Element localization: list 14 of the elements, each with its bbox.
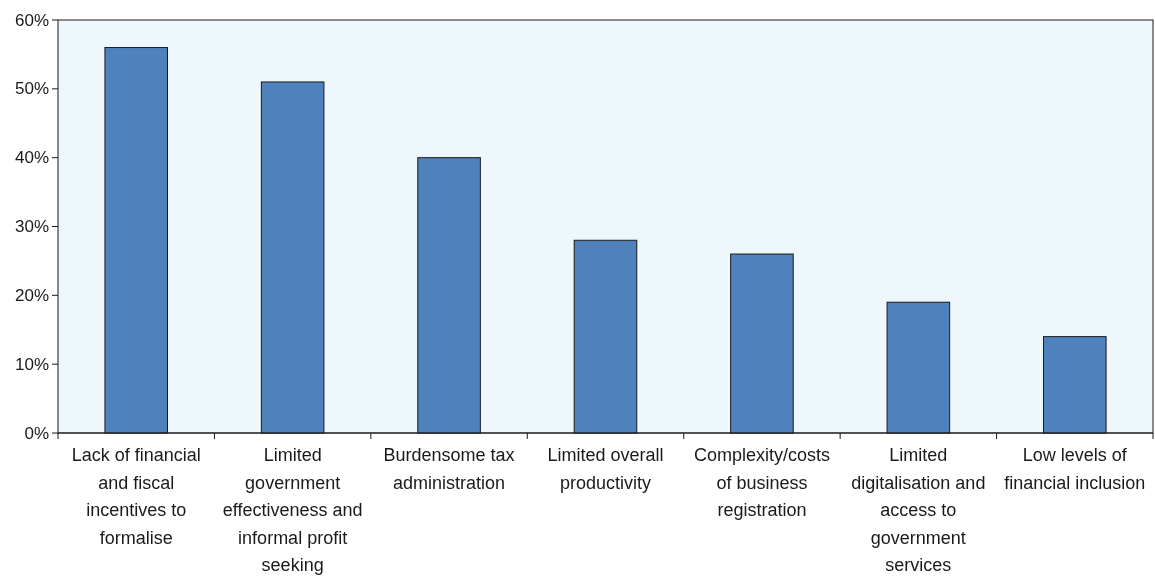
x-tick-label: Complexity/costs of business registration [693, 445, 830, 520]
y-tick-label: 60% [14, 10, 49, 30]
x-tick-label: Low levels of financial inclusion [1004, 445, 1146, 493]
x-tick-label: Lack of financial and fiscal incentives to formalise [71, 445, 201, 548]
y-tick-label: 50% [14, 79, 49, 99]
y-tick-label: 10% [14, 354, 49, 374]
y-tick-label: 40% [14, 148, 49, 168]
x-tick-label: Burdensome tax administration [383, 445, 515, 493]
x-tick-label: Limited government effectiveness and informal profit seeking [222, 445, 363, 575]
x-tick-label: Limited digitalisation and access to government services [851, 445, 986, 575]
y-tick-label: 20% [14, 285, 49, 305]
x-tick-label: Limited overall productivity [547, 445, 664, 493]
y-tick-label: 30% [14, 217, 49, 236]
y-tick-label: 0% [24, 423, 49, 443]
